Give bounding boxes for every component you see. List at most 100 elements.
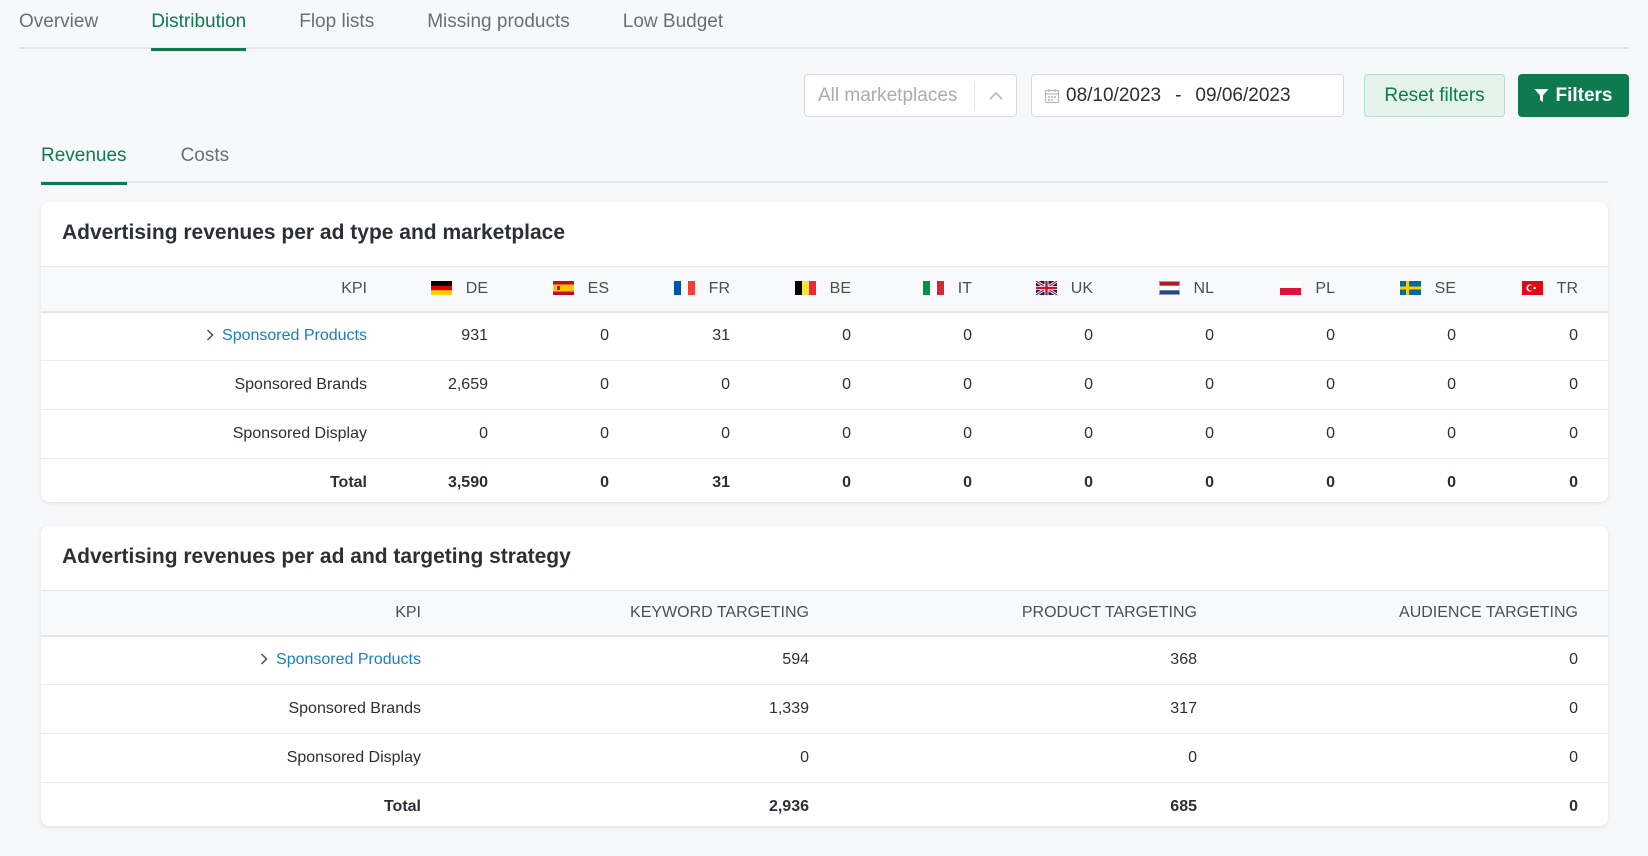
cell-es: 0 [600, 376, 609, 393]
column-header-se: SE [1365, 267, 1486, 312]
cell-it: 0 [963, 376, 972, 393]
column-header-audience-targeting: AUDIENCE TARGETING [1399, 603, 1578, 621]
row-label[interactable]: Sponsored Products [41, 312, 397, 361]
cell-uk: 0 [1084, 425, 1093, 442]
cell-tr: 0 [1569, 376, 1578, 393]
column-header-product-targeting: PRODUCT TARGETING [1021, 603, 1197, 621]
cell-fr: 0 [721, 376, 730, 393]
cell-se: 0 [1447, 327, 1456, 345]
row-label: Sponsored Display [286, 749, 421, 766]
cell-be: 0 [842, 376, 851, 393]
be-flag-icon [794, 280, 816, 295]
row-label: Sponsored Brands [288, 700, 421, 717]
tr-flag-icon [1521, 280, 1543, 295]
table-row: Sponsored Brands 2,659 0 0 0 0 0 0 0 0 0 [41, 361, 1608, 410]
nl-flag-icon [1158, 280, 1180, 295]
card-title: Advertising revenues per ad and targetin… [62, 545, 571, 568]
column-header-pl: PL [1244, 267, 1365, 312]
table-header-row: KPI KEYWORD TARGETING PRODUCT TARGETING … [41, 590, 1608, 636]
cell-se: 0 [1447, 376, 1456, 393]
tab-costs[interactable]: Costs [180, 145, 230, 166]
cell-be: 0 [842, 327, 851, 345]
cell-nl: 0 [1205, 327, 1214, 345]
se-flag-icon [1399, 280, 1421, 295]
cell-product: 685 [1170, 798, 1197, 816]
filter-bar: All marketplaces 08/10/2023 - 09/06/2023… [0, 74, 1648, 117]
date-from[interactable]: 08/10/2023 [1066, 84, 1162, 106]
es-flag-icon [552, 280, 574, 295]
total-row: Total 3,590 0 31 0 0 0 0 0 0 0 [41, 459, 1608, 503]
calendar-icon [1044, 88, 1060, 104]
column-header-it: IT [881, 267, 1002, 312]
row-label[interactable]: Sponsored Products [41, 636, 451, 685]
cell-audience: 0 [1569, 798, 1578, 816]
chevron-right-icon[interactable] [260, 652, 268, 670]
table-row: Sponsored Products 931 0 31 0 0 0 0 0 0 … [41, 312, 1608, 361]
cell-fr: 31 [712, 327, 730, 345]
date-range-picker[interactable]: 08/10/2023 - 09/06/2023 [1031, 74, 1344, 117]
cell-se: 0 [1447, 474, 1456, 492]
reset-filters-button[interactable]: Reset filters [1364, 74, 1505, 117]
cell-product: 317 [1170, 700, 1197, 717]
chevron-up-icon[interactable] [974, 80, 1016, 111]
row-label: Total [383, 798, 421, 816]
cell-it: 0 [963, 474, 972, 492]
cell-product: 368 [1170, 651, 1197, 669]
column-header-nl: NL [1123, 267, 1244, 312]
column-header-be: BE [760, 267, 881, 312]
sponsored-products-link[interactable]: Sponsored Products [222, 326, 367, 344]
tab-overview[interactable]: Overview [19, 11, 99, 32]
cell-fr: 31 [712, 474, 730, 492]
column-header-kpi: KPI [341, 279, 367, 297]
filters-button-label: Filters [1555, 84, 1613, 106]
cell-it: 0 [963, 327, 972, 345]
cell-uk: 0 [1084, 474, 1093, 492]
date-separator: - [1175, 84, 1182, 106]
marketplace-select[interactable]: All marketplaces [804, 74, 1017, 117]
cell-nl: 0 [1205, 425, 1214, 442]
column-header-fr: FR [639, 267, 760, 312]
tab-revenues[interactable]: Revenues [41, 135, 127, 185]
cell-de: 2,659 [447, 376, 488, 393]
cell-pl: 0 [1326, 474, 1335, 492]
total-row: Total 2,936 685 0 [41, 783, 1608, 827]
cell-keyword: 1,339 [768, 700, 809, 717]
cell-audience: 0 [1569, 651, 1578, 669]
cell-es: 0 [600, 327, 609, 345]
cell-uk: 0 [1084, 327, 1093, 345]
tab-missing-products[interactable]: Missing products [427, 11, 570, 32]
card-title: Advertising revenues per ad type and mar… [62, 221, 566, 244]
filters-button[interactable]: Filters [1518, 74, 1629, 117]
cell-nl: 0 [1205, 474, 1214, 492]
cell-pl: 0 [1326, 327, 1335, 345]
row-label: Sponsored Display [232, 425, 367, 442]
tab-distribution[interactable]: Distribution [151, 0, 247, 51]
de-flag-icon [430, 280, 452, 295]
marketplace-placeholder: All marketplaces [818, 84, 958, 106]
table-row: Sponsored Brands 1,339 317 0 [41, 685, 1608, 734]
revenues-targeting-table: KPI KEYWORD TARGETING PRODUCT TARGETING … [41, 590, 1608, 826]
cell-tr: 0 [1569, 425, 1578, 442]
cell-keyword: 0 [800, 749, 809, 766]
column-header-de: DE [397, 267, 518, 312]
tab-flop-lists[interactable]: Flop lists [299, 11, 375, 32]
chevron-right-icon[interactable] [206, 328, 214, 346]
cell-es: 0 [600, 425, 609, 442]
revenues-marketplace-table: KPI DE ES FR BE IT UK [41, 266, 1608, 502]
cell-de: 0 [479, 425, 488, 442]
fr-flag-icon [673, 280, 695, 295]
column-header-tr: TR [1486, 267, 1608, 312]
cell-it: 0 [963, 425, 972, 442]
cell-nl: 0 [1205, 376, 1214, 393]
sponsored-products-link[interactable]: Sponsored Products [276, 650, 421, 668]
cell-se: 0 [1447, 425, 1456, 442]
cell-tr: 0 [1569, 327, 1578, 345]
cell-be: 0 [842, 425, 851, 442]
sub-tabs: Revenues Costs [41, 135, 1608, 185]
cell-audience: 0 [1569, 700, 1578, 717]
uk-flag-icon [1035, 280, 1057, 295]
tab-low-budget[interactable]: Low Budget [622, 11, 724, 32]
date-to[interactable]: 09/06/2023 [1195, 84, 1291, 106]
cell-product: 0 [1188, 749, 1197, 766]
revenues-targeting-card: Advertising revenues per ad and targetin… [41, 526, 1608, 826]
